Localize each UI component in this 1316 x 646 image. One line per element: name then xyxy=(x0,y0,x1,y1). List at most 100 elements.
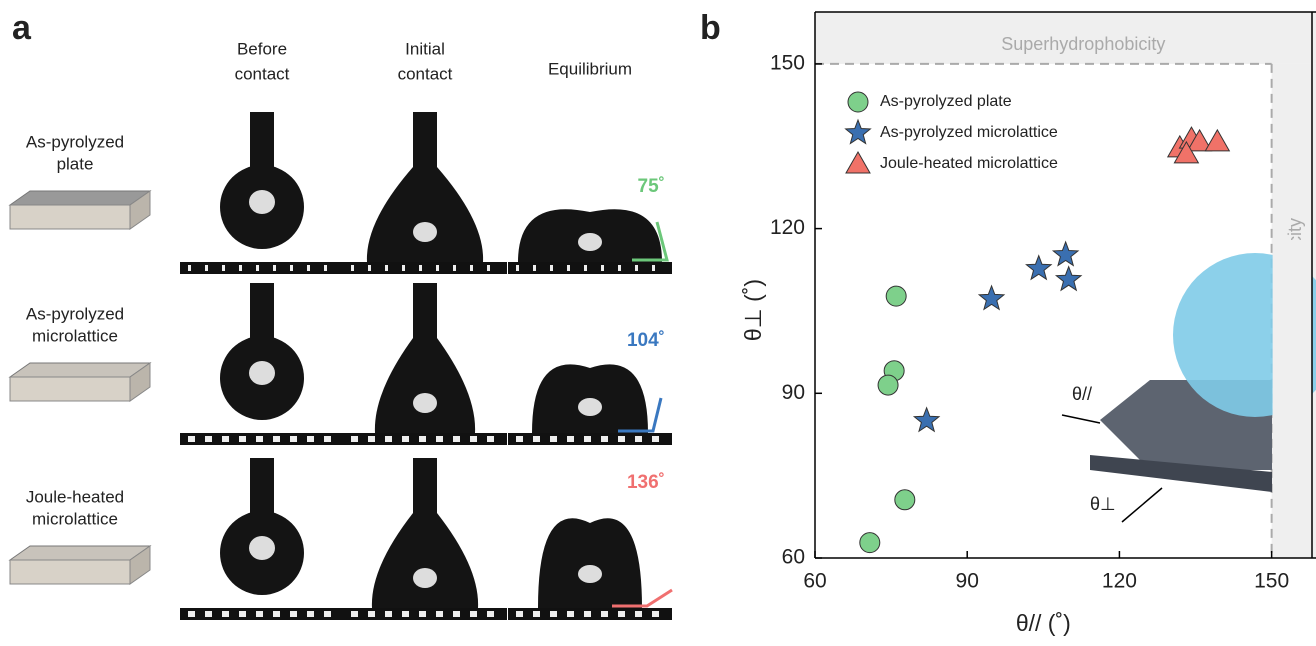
substrate-hole xyxy=(453,611,460,617)
contact-angle: 136˚ xyxy=(627,472,665,493)
substrate-hole xyxy=(222,611,229,617)
substrate-hole xyxy=(419,436,426,442)
substrate-hole xyxy=(256,611,263,617)
data-point xyxy=(979,286,1004,310)
substrate-hole xyxy=(533,436,540,442)
substrate-hole xyxy=(239,265,242,271)
substrate-hole xyxy=(618,611,625,617)
data-point xyxy=(846,120,871,144)
substrate-hole xyxy=(516,611,523,617)
substrate-hole xyxy=(487,265,490,271)
highlight xyxy=(249,361,275,385)
row-label: plate xyxy=(57,154,94,173)
column-header: Before xyxy=(237,39,287,58)
sample-top xyxy=(10,546,150,560)
substrate-hole xyxy=(239,611,246,617)
substrate-hole xyxy=(618,436,625,442)
substrate-hole xyxy=(453,265,456,271)
legend-label: Joule-heated microlattice xyxy=(880,155,1058,172)
substrate-hole xyxy=(436,611,443,617)
x-tick-label: 60 xyxy=(803,570,826,593)
droplet xyxy=(375,338,475,433)
highlight xyxy=(413,568,437,588)
panel-label: b xyxy=(700,9,721,47)
substrate-hole xyxy=(436,436,443,442)
needle xyxy=(413,458,437,518)
substrate-hole xyxy=(385,611,392,617)
substrate-hole xyxy=(205,265,208,271)
substrate-hole xyxy=(385,265,388,271)
column-header: Equilibrium xyxy=(548,59,632,78)
substrate-hole xyxy=(470,436,477,442)
substrate-hole xyxy=(550,265,553,271)
substrate-hole xyxy=(205,436,212,442)
substrate-hole xyxy=(351,611,358,617)
data-point xyxy=(848,92,868,112)
substrate-hole xyxy=(601,436,608,442)
needle xyxy=(250,283,274,343)
needle xyxy=(413,283,437,343)
contact-angle: 75˚ xyxy=(638,176,665,197)
substrate-hole xyxy=(290,436,297,442)
sample-top xyxy=(10,363,150,377)
substrate-hole xyxy=(652,265,655,271)
legend-label: As-pyrolyzed microlattice xyxy=(880,124,1058,141)
substrate-hole xyxy=(307,611,314,617)
sample-front xyxy=(10,377,130,401)
substrate-hole xyxy=(351,265,354,271)
y-tick-label: 60 xyxy=(782,546,805,569)
substrate-hole xyxy=(256,265,259,271)
mask xyxy=(1273,240,1313,480)
column-header: contact xyxy=(235,64,290,83)
substrate-hole xyxy=(550,611,557,617)
x-tick-label: 150 xyxy=(1254,570,1289,593)
substrate-hole xyxy=(205,611,212,617)
highlight xyxy=(413,393,437,413)
row-label: Joule-heated xyxy=(26,487,124,506)
substrate-hole xyxy=(584,611,591,617)
substrate-hole xyxy=(487,436,494,442)
inset-label: θ// xyxy=(1072,384,1092,404)
substrate-hole xyxy=(402,611,409,617)
substrate-hole xyxy=(307,265,310,271)
substrate-hole xyxy=(453,436,460,442)
column-header: Initial xyxy=(405,39,445,58)
data-point xyxy=(1205,130,1229,151)
needle xyxy=(250,458,274,518)
substrate-hole xyxy=(368,265,371,271)
substrate-hole xyxy=(635,436,642,442)
substrate xyxy=(180,262,344,274)
data-point xyxy=(895,490,915,510)
substrate-hole xyxy=(419,611,426,617)
substrate-hole xyxy=(652,436,659,442)
sample-front xyxy=(10,205,130,229)
substrate-hole xyxy=(368,611,375,617)
substrate-hole xyxy=(273,265,276,271)
substrate-hole xyxy=(256,436,263,442)
inset-label: θ⊥ xyxy=(1090,494,1116,514)
substrate-hole xyxy=(567,265,570,271)
row-label: microlattice xyxy=(32,509,118,528)
substrate-hole xyxy=(290,611,297,617)
substrate xyxy=(508,262,672,274)
legend-label: As-pyrolyzed plate xyxy=(880,93,1012,110)
substrate-hole xyxy=(584,265,587,271)
substrate-hole xyxy=(601,611,608,617)
substrate-hole xyxy=(324,611,331,617)
inset-arrow xyxy=(1062,415,1100,423)
substrate-hole xyxy=(273,611,280,617)
substrate-hole xyxy=(618,265,621,271)
inset-arrow xyxy=(1122,488,1162,522)
droplet xyxy=(372,513,478,608)
data-point xyxy=(878,375,898,395)
substrate-hole xyxy=(487,611,494,617)
figure: a b BeforecontactInitialcontactEquilibri… xyxy=(0,0,1316,646)
contact-angle: 104˚ xyxy=(627,330,665,351)
data-point xyxy=(886,286,906,306)
needle xyxy=(413,112,437,172)
substrate-hole xyxy=(351,436,358,442)
substrate-hole xyxy=(307,436,314,442)
row-label: As-pyrolyzed xyxy=(26,132,124,151)
data-point xyxy=(860,533,880,553)
data-point xyxy=(846,152,870,173)
